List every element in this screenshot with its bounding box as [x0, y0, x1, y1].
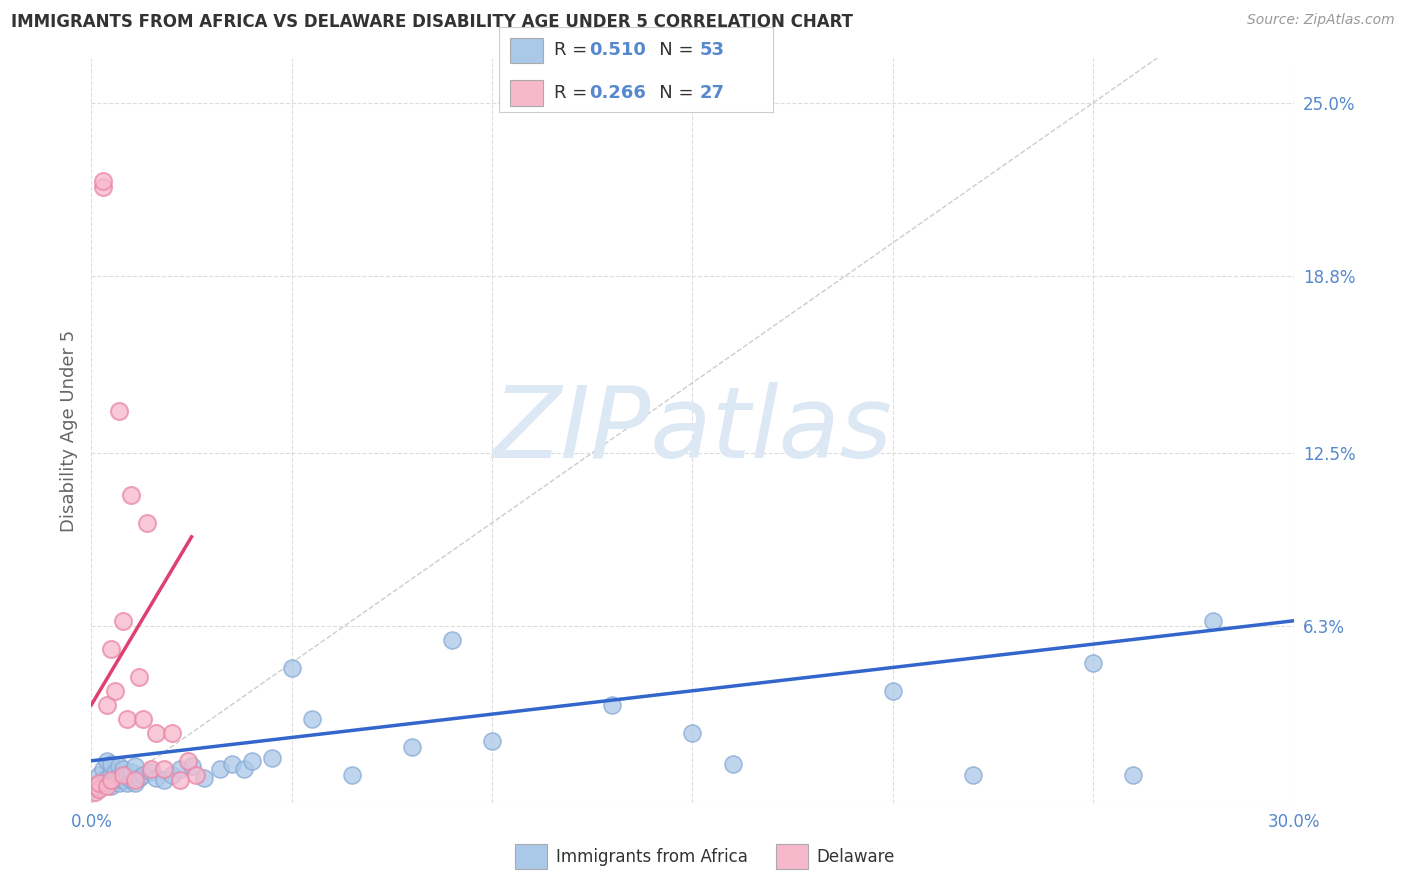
- Point: [208, 762, 231, 776]
- Point: [96, 754, 118, 768]
- Point: [117, 768, 139, 782]
- Text: 0.510: 0.510: [589, 42, 647, 60]
- Text: 27: 27: [699, 84, 724, 102]
- Point: [100, 779, 122, 793]
- Point: [152, 773, 174, 788]
- Point: [721, 756, 744, 771]
- Point: [401, 739, 423, 754]
- Point: [240, 754, 263, 768]
- Point: [93, 174, 115, 188]
- Y-axis label: Disability Age Under 5: Disability Age Under 5: [59, 329, 77, 532]
- Point: [84, 781, 107, 796]
- Point: [112, 762, 135, 776]
- Point: [89, 776, 111, 790]
- Point: [681, 726, 703, 740]
- Point: [281, 661, 304, 675]
- Point: [124, 776, 146, 790]
- Point: [93, 762, 115, 776]
- Point: [121, 773, 143, 788]
- Point: [104, 683, 127, 698]
- Point: [108, 776, 131, 790]
- Text: IMMIGRANTS FROM AFRICA VS DELAWARE DISABILITY AGE UNDER 5 CORRELATION CHART: IMMIGRANTS FROM AFRICA VS DELAWARE DISAB…: [11, 13, 853, 31]
- Point: [1202, 614, 1225, 628]
- Bar: [510, 37, 543, 63]
- Point: [100, 756, 122, 771]
- Text: R =: R =: [554, 84, 593, 102]
- Text: Immigrants from Africa: Immigrants from Africa: [555, 847, 748, 865]
- Point: [93, 773, 115, 788]
- Point: [108, 771, 131, 785]
- Point: [100, 641, 122, 656]
- Point: [128, 670, 150, 684]
- Text: N =: N =: [641, 42, 699, 60]
- Point: [112, 614, 135, 628]
- Point: [132, 768, 155, 782]
- Text: Delaware: Delaware: [817, 847, 896, 865]
- Point: [112, 768, 135, 782]
- Point: [108, 759, 131, 773]
- Point: [108, 404, 131, 418]
- Point: [169, 773, 191, 788]
- Point: [481, 734, 503, 748]
- Point: [96, 698, 118, 712]
- Point: [440, 633, 463, 648]
- Point: [193, 771, 215, 785]
- Point: [93, 179, 115, 194]
- Point: [602, 698, 624, 712]
- Point: [232, 762, 254, 776]
- Point: [340, 768, 363, 782]
- Point: [96, 771, 118, 785]
- Text: Source: ZipAtlas.com: Source: ZipAtlas.com: [1247, 13, 1395, 28]
- Point: [84, 779, 107, 793]
- Point: [145, 726, 167, 740]
- Point: [160, 726, 183, 740]
- Point: [100, 768, 122, 782]
- Point: [260, 751, 283, 765]
- Point: [121, 488, 143, 502]
- Point: [96, 776, 118, 790]
- Point: [882, 683, 904, 698]
- Point: [117, 712, 139, 726]
- Point: [141, 764, 163, 779]
- Point: [117, 776, 139, 790]
- Point: [141, 762, 163, 776]
- Text: ZIPatlas: ZIPatlas: [492, 382, 893, 479]
- Point: [124, 773, 146, 788]
- Point: [962, 768, 984, 782]
- Point: [160, 768, 183, 782]
- Point: [184, 768, 207, 782]
- Point: [1122, 768, 1144, 782]
- Point: [121, 764, 143, 779]
- Bar: [510, 80, 543, 105]
- Point: [152, 762, 174, 776]
- Point: [180, 759, 202, 773]
- Point: [100, 773, 122, 788]
- Point: [221, 756, 243, 771]
- Point: [93, 779, 115, 793]
- Point: [124, 759, 146, 773]
- Text: 0.266: 0.266: [589, 84, 647, 102]
- Point: [136, 516, 159, 530]
- Bar: [776, 844, 807, 869]
- Point: [104, 773, 127, 788]
- Point: [112, 773, 135, 788]
- Point: [84, 784, 107, 798]
- Point: [132, 712, 155, 726]
- Point: [128, 771, 150, 785]
- Point: [301, 712, 323, 726]
- Point: [176, 754, 198, 768]
- Point: [169, 762, 191, 776]
- Point: [89, 776, 111, 790]
- Bar: [515, 844, 547, 869]
- Point: [104, 764, 127, 779]
- Point: [89, 768, 111, 782]
- Point: [1083, 656, 1105, 670]
- Point: [96, 779, 118, 793]
- Point: [89, 781, 111, 796]
- Text: R =: R =: [554, 42, 593, 60]
- Text: N =: N =: [641, 84, 699, 102]
- Point: [145, 771, 167, 785]
- Text: 53: 53: [699, 42, 724, 60]
